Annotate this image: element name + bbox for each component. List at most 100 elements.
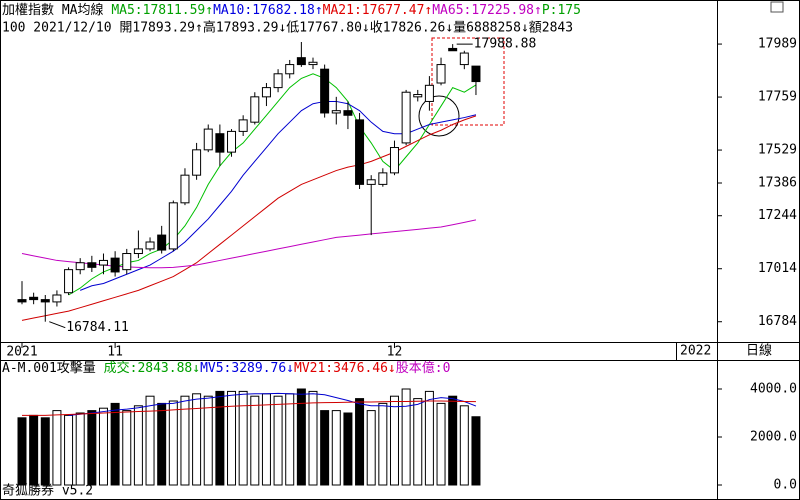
ma-line <box>68 73 477 296</box>
ma-line <box>21 115 477 321</box>
candle-body <box>29 296 39 301</box>
candle-body <box>436 64 446 84</box>
volume-bar <box>355 398 365 486</box>
volume-bar <box>52 410 62 486</box>
y-tick-label: 0.0 <box>774 478 797 493</box>
volume-bar <box>436 402 446 486</box>
volume-bar <box>296 388 306 486</box>
highlight-box <box>431 37 505 126</box>
candle-body <box>343 110 353 116</box>
candle-body <box>215 133 225 153</box>
candle-body <box>133 248 143 255</box>
volume-bar <box>331 410 341 486</box>
candle-body <box>192 149 202 176</box>
volume-panel <box>17 388 481 486</box>
candle-body <box>75 262 85 271</box>
candle-body <box>17 299 27 303</box>
volume-bar <box>75 412 85 486</box>
candle-body <box>238 119 248 132</box>
x-tick-label: 2021 <box>6 345 37 360</box>
candle-body <box>261 87 271 98</box>
x-tick-label: 11 <box>107 345 123 360</box>
candle-body <box>366 179 376 185</box>
candle-body <box>227 130 237 153</box>
volume-bar <box>17 417 27 486</box>
header-item: MA21:17677.47↑ <box>323 3 433 18</box>
header-item: MA10:17682.18↑ <box>213 3 323 18</box>
volume-bar <box>192 393 202 486</box>
volume-bar <box>273 395 283 486</box>
volume-bar <box>424 390 434 486</box>
candle-body <box>157 234 167 251</box>
candle-body <box>285 64 295 75</box>
volume-bar <box>320 410 330 486</box>
annotation-line <box>49 321 66 329</box>
volume-bar <box>413 398 423 486</box>
candle-body <box>145 241 155 250</box>
y-tick-label: 4000.0 <box>750 382 797 397</box>
candle-body <box>459 52 469 66</box>
header-title: 加權指數 <box>2 3 54 18</box>
candle-body <box>168 202 178 250</box>
volume-bar <box>308 390 318 486</box>
y-tick-label: 17386 <box>758 176 797 191</box>
header-line: A-M.001攻擊量 成交:2843.88↓MV5:3289.76↓MV21:3… <box>2 360 450 376</box>
header-item: MV5:3289.76↓ <box>200 361 294 376</box>
y-tick-label: 16784 <box>758 314 797 329</box>
volume-bar <box>343 412 353 486</box>
candle-body <box>378 172 388 185</box>
volume-bar <box>110 402 120 486</box>
volume-bar <box>285 393 295 486</box>
candle-body <box>320 68 330 114</box>
y-tick-label: 17989 <box>758 37 797 52</box>
x-tick-label: 12 <box>387 345 403 360</box>
header-line: 加權指數 MA均線 MA5:17811.59↑MA10:17682.18↑MA2… <box>2 2 581 18</box>
volume-bar <box>389 395 399 486</box>
candle-body <box>424 84 434 102</box>
volume-bar <box>29 414 39 486</box>
candle-body <box>250 96 260 123</box>
ma-line <box>80 100 477 291</box>
volume-bar <box>40 417 50 486</box>
panel: 加權指數 MA均線 MA5:17811.59↑MA10:17682.18↑MA2… <box>2 2 581 486</box>
header-item: MV21:3476.46↓ <box>294 361 396 376</box>
volume-bar <box>366 410 376 486</box>
candle-body <box>40 299 50 303</box>
y-tick-label: 17529 <box>758 143 797 158</box>
volume-bar <box>122 410 132 486</box>
volume-bar <box>180 395 190 486</box>
candle-body <box>180 174 190 204</box>
candle-body <box>389 147 399 174</box>
y-tick-label: 2000.0 <box>750 430 797 445</box>
candle-body <box>331 110 341 114</box>
volume-bar <box>401 388 411 486</box>
annotation-label: 17988.88 <box>474 37 537 52</box>
candle-body <box>52 294 62 303</box>
candle-body <box>64 269 74 294</box>
annotation-label: 16784.11 <box>66 320 129 335</box>
volume-bar <box>157 402 167 486</box>
volume-bar <box>471 416 481 486</box>
candle-body <box>296 57 306 66</box>
footer: 奇狐勝券 v5.2 <box>2 483 93 499</box>
y-tick-label: 17759 <box>758 90 797 105</box>
ma-line <box>21 219 477 269</box>
candle-body <box>308 61 318 66</box>
candle-body <box>355 119 365 185</box>
axis-end-label: 2022 <box>680 344 711 359</box>
header-item: 成交:2843.88↓ <box>104 360 200 376</box>
candle-body <box>413 94 423 98</box>
volume-bar <box>64 414 74 486</box>
candle-body <box>122 253 132 271</box>
volume-bar <box>261 393 271 486</box>
volume-bar <box>459 405 469 486</box>
candle-body <box>98 259 108 266</box>
volume-bar <box>227 390 237 486</box>
volume-bar <box>87 410 97 486</box>
header-title: A-M.001攻擊量 <box>2 360 96 376</box>
y-tick-label: 17244 <box>758 208 797 223</box>
y-tick-label: 17014 <box>758 261 797 276</box>
window-icon[interactable] <box>770 1 784 13</box>
